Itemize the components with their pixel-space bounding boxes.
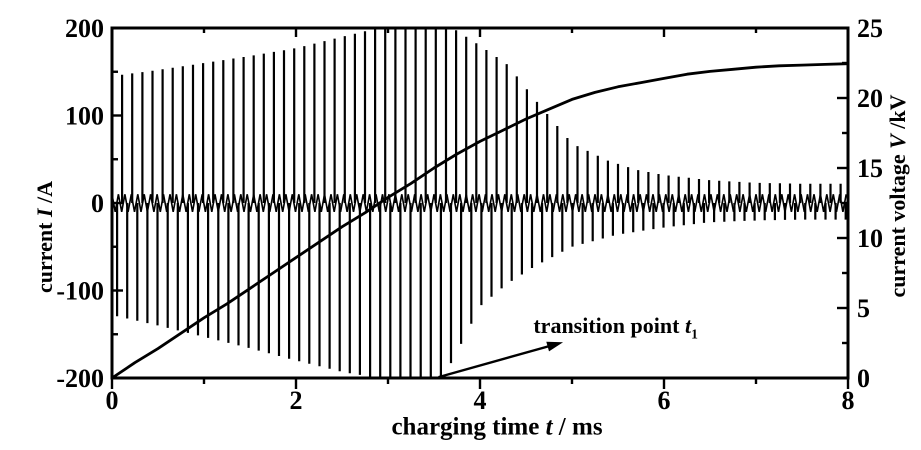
right-tick-label: 0 [857,364,870,393]
left-tick-label: 0 [91,189,104,218]
right-tick-label: 10 [857,224,883,253]
transition-point-annotation: transition point t1 [533,315,698,341]
x-tick-label: 8 [842,386,855,415]
left-tick-label: 100 [65,102,104,131]
right-axis-variable: V [885,134,910,149]
current-waveform [116,28,847,378]
x-axis-variable: t [545,413,553,441]
right-tick-label: 25 [857,14,883,43]
voltage-curve [111,62,849,380]
x-axis-title-text: charging time [391,413,546,441]
right-axis-title-text: current voltage [885,148,910,298]
current-zero-ripple [111,194,847,212]
annotation-arrow [438,341,564,379]
annotation-variable: t [684,313,692,338]
right-tick-label: 20 [857,84,883,113]
left-tick-label: -200 [56,364,104,393]
x-tick-label: 2 [290,386,303,415]
left-axis-title: current I /A [32,180,57,294]
right-axis-title: current voltage V /kV [885,94,910,298]
x-tick-label: 0 [106,386,119,415]
x-axis-unit: / ms [552,413,603,441]
left-axis-title-text: current [32,217,57,294]
left-tick-label: -100 [56,277,104,306]
left-axis-unit: /A [32,180,57,209]
plot-frame [110,26,850,380]
left-axis-variable: I [32,208,57,218]
right-axis-unit: /kV [885,94,910,135]
right-tick-label: 15 [857,154,883,183]
left-tick-label: 200 [65,14,104,43]
right-tick-label: 5 [857,294,870,323]
x-tick-label: 4 [474,386,487,415]
annotation-text: transition point [533,313,685,338]
x-axis-title: charging time t / ms [391,415,602,440]
x-tick-label: 6 [658,386,671,415]
annotation-subscript: 1 [691,326,698,342]
